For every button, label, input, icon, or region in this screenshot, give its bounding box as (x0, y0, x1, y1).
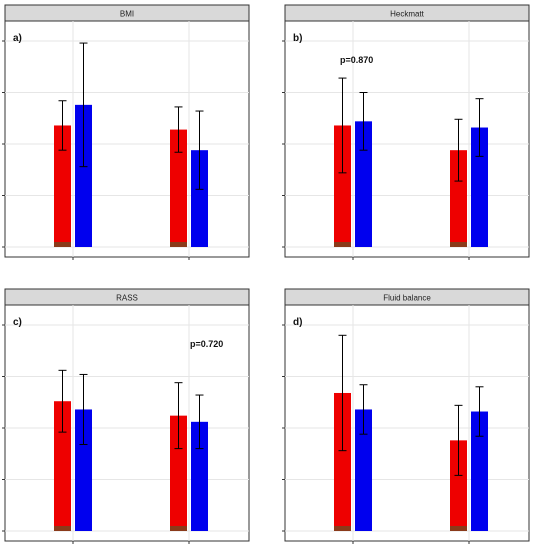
annotation-p-value: p=0.720 (190, 339, 223, 349)
panel-title: BMI (120, 10, 134, 19)
bar-series-b (355, 409, 372, 531)
bar-base-band (450, 242, 467, 247)
chart-panel-3: RASS c) p=0.720 (2, 288, 250, 544)
chart-panel-1: BMI a) (2, 4, 250, 260)
panel-strip (4, 4, 250, 22)
bar-series-b (75, 104, 92, 247)
chart-panel-2: Heckmatt b) p=0.870 (282, 4, 530, 260)
panel-strip (284, 288, 530, 306)
panel-frame (284, 288, 530, 542)
bar-base-band (450, 526, 467, 531)
panel-title: Heckmatt (390, 10, 425, 19)
panel-label: a) (13, 33, 22, 44)
panel-frame (284, 4, 530, 258)
bar-base-band (170, 242, 187, 247)
panel-label: c) (13, 317, 22, 328)
bar-series-a (54, 401, 71, 531)
bar-series-a (170, 129, 187, 247)
panel-frame (4, 4, 250, 258)
panel-label: d) (293, 317, 302, 328)
panel-title: RASS (116, 294, 138, 303)
bar-series-b (471, 411, 488, 531)
bar-series-b (191, 421, 208, 531)
bar-base-band (334, 526, 351, 531)
bar-series-a (450, 150, 467, 247)
panel-label: b) (293, 33, 302, 44)
bar-series-b (191, 150, 208, 247)
bar-base-band (54, 526, 71, 531)
panel-frame (4, 288, 250, 542)
panel-strip (4, 288, 250, 306)
bar-base-band (334, 242, 351, 247)
bar-series-b (75, 409, 92, 531)
bar-series-a (54, 125, 71, 247)
chart-panel-4: Fluid balance d) (282, 288, 530, 544)
bar-series-a (170, 415, 187, 531)
bar-series-a (334, 392, 351, 531)
annotation-p-value: p=0.870 (340, 55, 373, 65)
bar-series-b (355, 121, 372, 247)
bar-base-band (54, 242, 71, 247)
panel-strip (284, 4, 530, 22)
panel-title: Fluid balance (383, 294, 431, 303)
bar-series-b (471, 127, 488, 247)
bar-series-a (450, 440, 467, 531)
bar-base-band (170, 526, 187, 531)
bar-series-a (334, 125, 351, 247)
